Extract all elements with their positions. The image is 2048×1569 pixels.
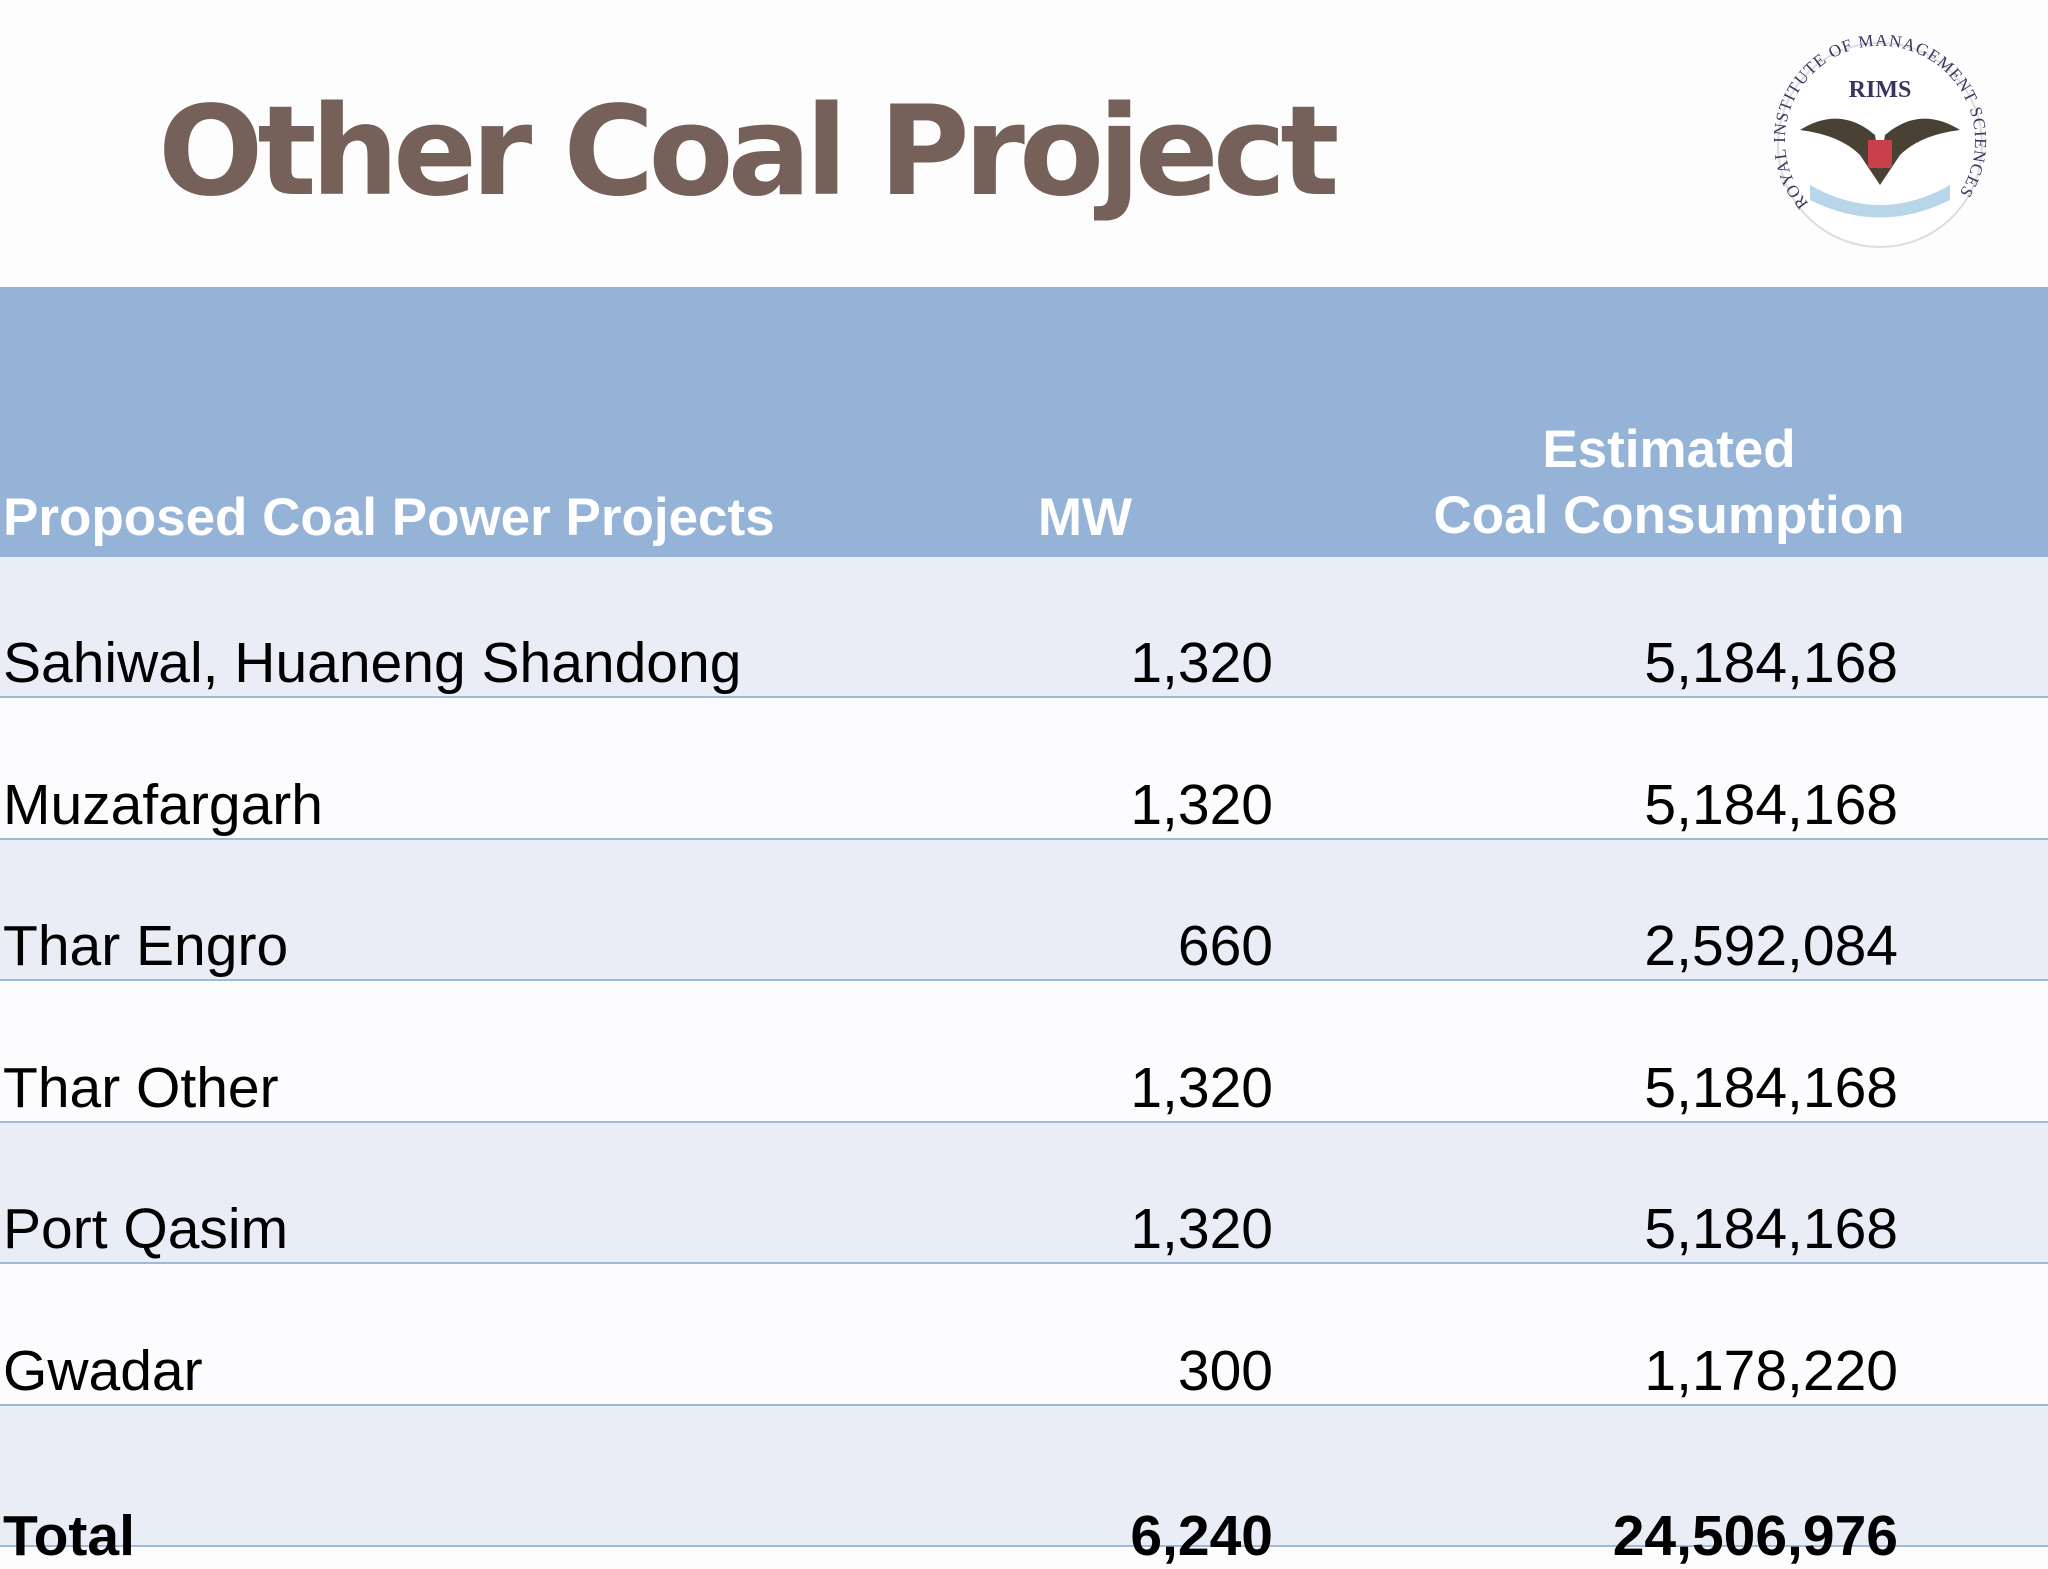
table-cell: 2,592,084 <box>1644 914 1898 978</box>
table-cell: 660 <box>1177 914 1273 978</box>
logo: ROYAL INSTITUTE OF MANAGEMENT SCIENCES R… <box>1770 35 1989 248</box>
table-cell: 5,184,168 <box>1644 1055 1898 1120</box>
slide: Other Coal Project ROYAL INSTITUTE OF MA… <box>0 35 2048 1568</box>
logo-waves <box>1810 185 1950 218</box>
table-cell: 1,320 <box>1130 1197 1273 1261</box>
table-row: Thar Engro 660 2,592,084 <box>0 840 2048 981</box>
column-header: Proposed Coal Power Projects <box>3 488 775 547</box>
table-cell: 1,320 <box>1130 631 1273 695</box>
column-header-line: Coal Consumption <box>1433 486 1905 545</box>
table-cell: 1,320 <box>1130 772 1273 837</box>
table-cell: Thar Engro <box>3 914 289 978</box>
table-cell: Total <box>3 1504 135 1568</box>
table-header: Proposed Coal Power Projects MW Estimate… <box>0 287 2048 557</box>
column-header: Estimated Coal Consumption <box>1433 417 1904 549</box>
slide-title: Other Coal Project <box>158 80 1340 224</box>
table-cell: 5,184,168 <box>1644 1197 1898 1261</box>
logo-eagle <box>1800 118 1960 185</box>
table-row: Muzafargarh 1,320 5,184,168 <box>0 698 2048 840</box>
table-cell: Sahiwal, Huaneng Shandong <box>3 631 742 695</box>
table-cell: Gwadar <box>3 1338 203 1403</box>
table-row: Sahiwal, Huaneng Shandong 1,320 5,184,168 <box>0 557 2048 698</box>
table-cell: 1,320 <box>1130 1055 1273 1120</box>
table-cell: Port Qasim <box>3 1197 289 1261</box>
table-row: Port Qasim 1,320 5,184,168 <box>0 1123 2048 1264</box>
table-cell: Thar Other <box>3 1055 279 1120</box>
table-cell: 6,240 <box>1130 1504 1273 1568</box>
table-cell: Muzafargarh <box>3 772 323 837</box>
logo-abbreviation: RIMS <box>1849 77 1912 103</box>
total-row: Total 6,240 24,506,976 <box>0 1406 2048 1568</box>
table-cell: 1,178,220 <box>1644 1338 1898 1403</box>
logo-shield <box>1868 140 1892 168</box>
table-cell: 24,506,976 <box>1612 1504 1898 1568</box>
column-header: MW <box>1037 488 1133 547</box>
table-cell: 5,184,168 <box>1644 631 1898 695</box>
table-row: Thar Other 1,320 5,184,168 <box>0 981 2048 1123</box>
table-cell: 300 <box>1177 1338 1273 1403</box>
column-header-line: Estimated <box>1542 420 1796 479</box>
table-row: Gwadar 300 1,178,220 <box>0 1264 2048 1406</box>
table-cell: 5,184,168 <box>1644 772 1898 837</box>
